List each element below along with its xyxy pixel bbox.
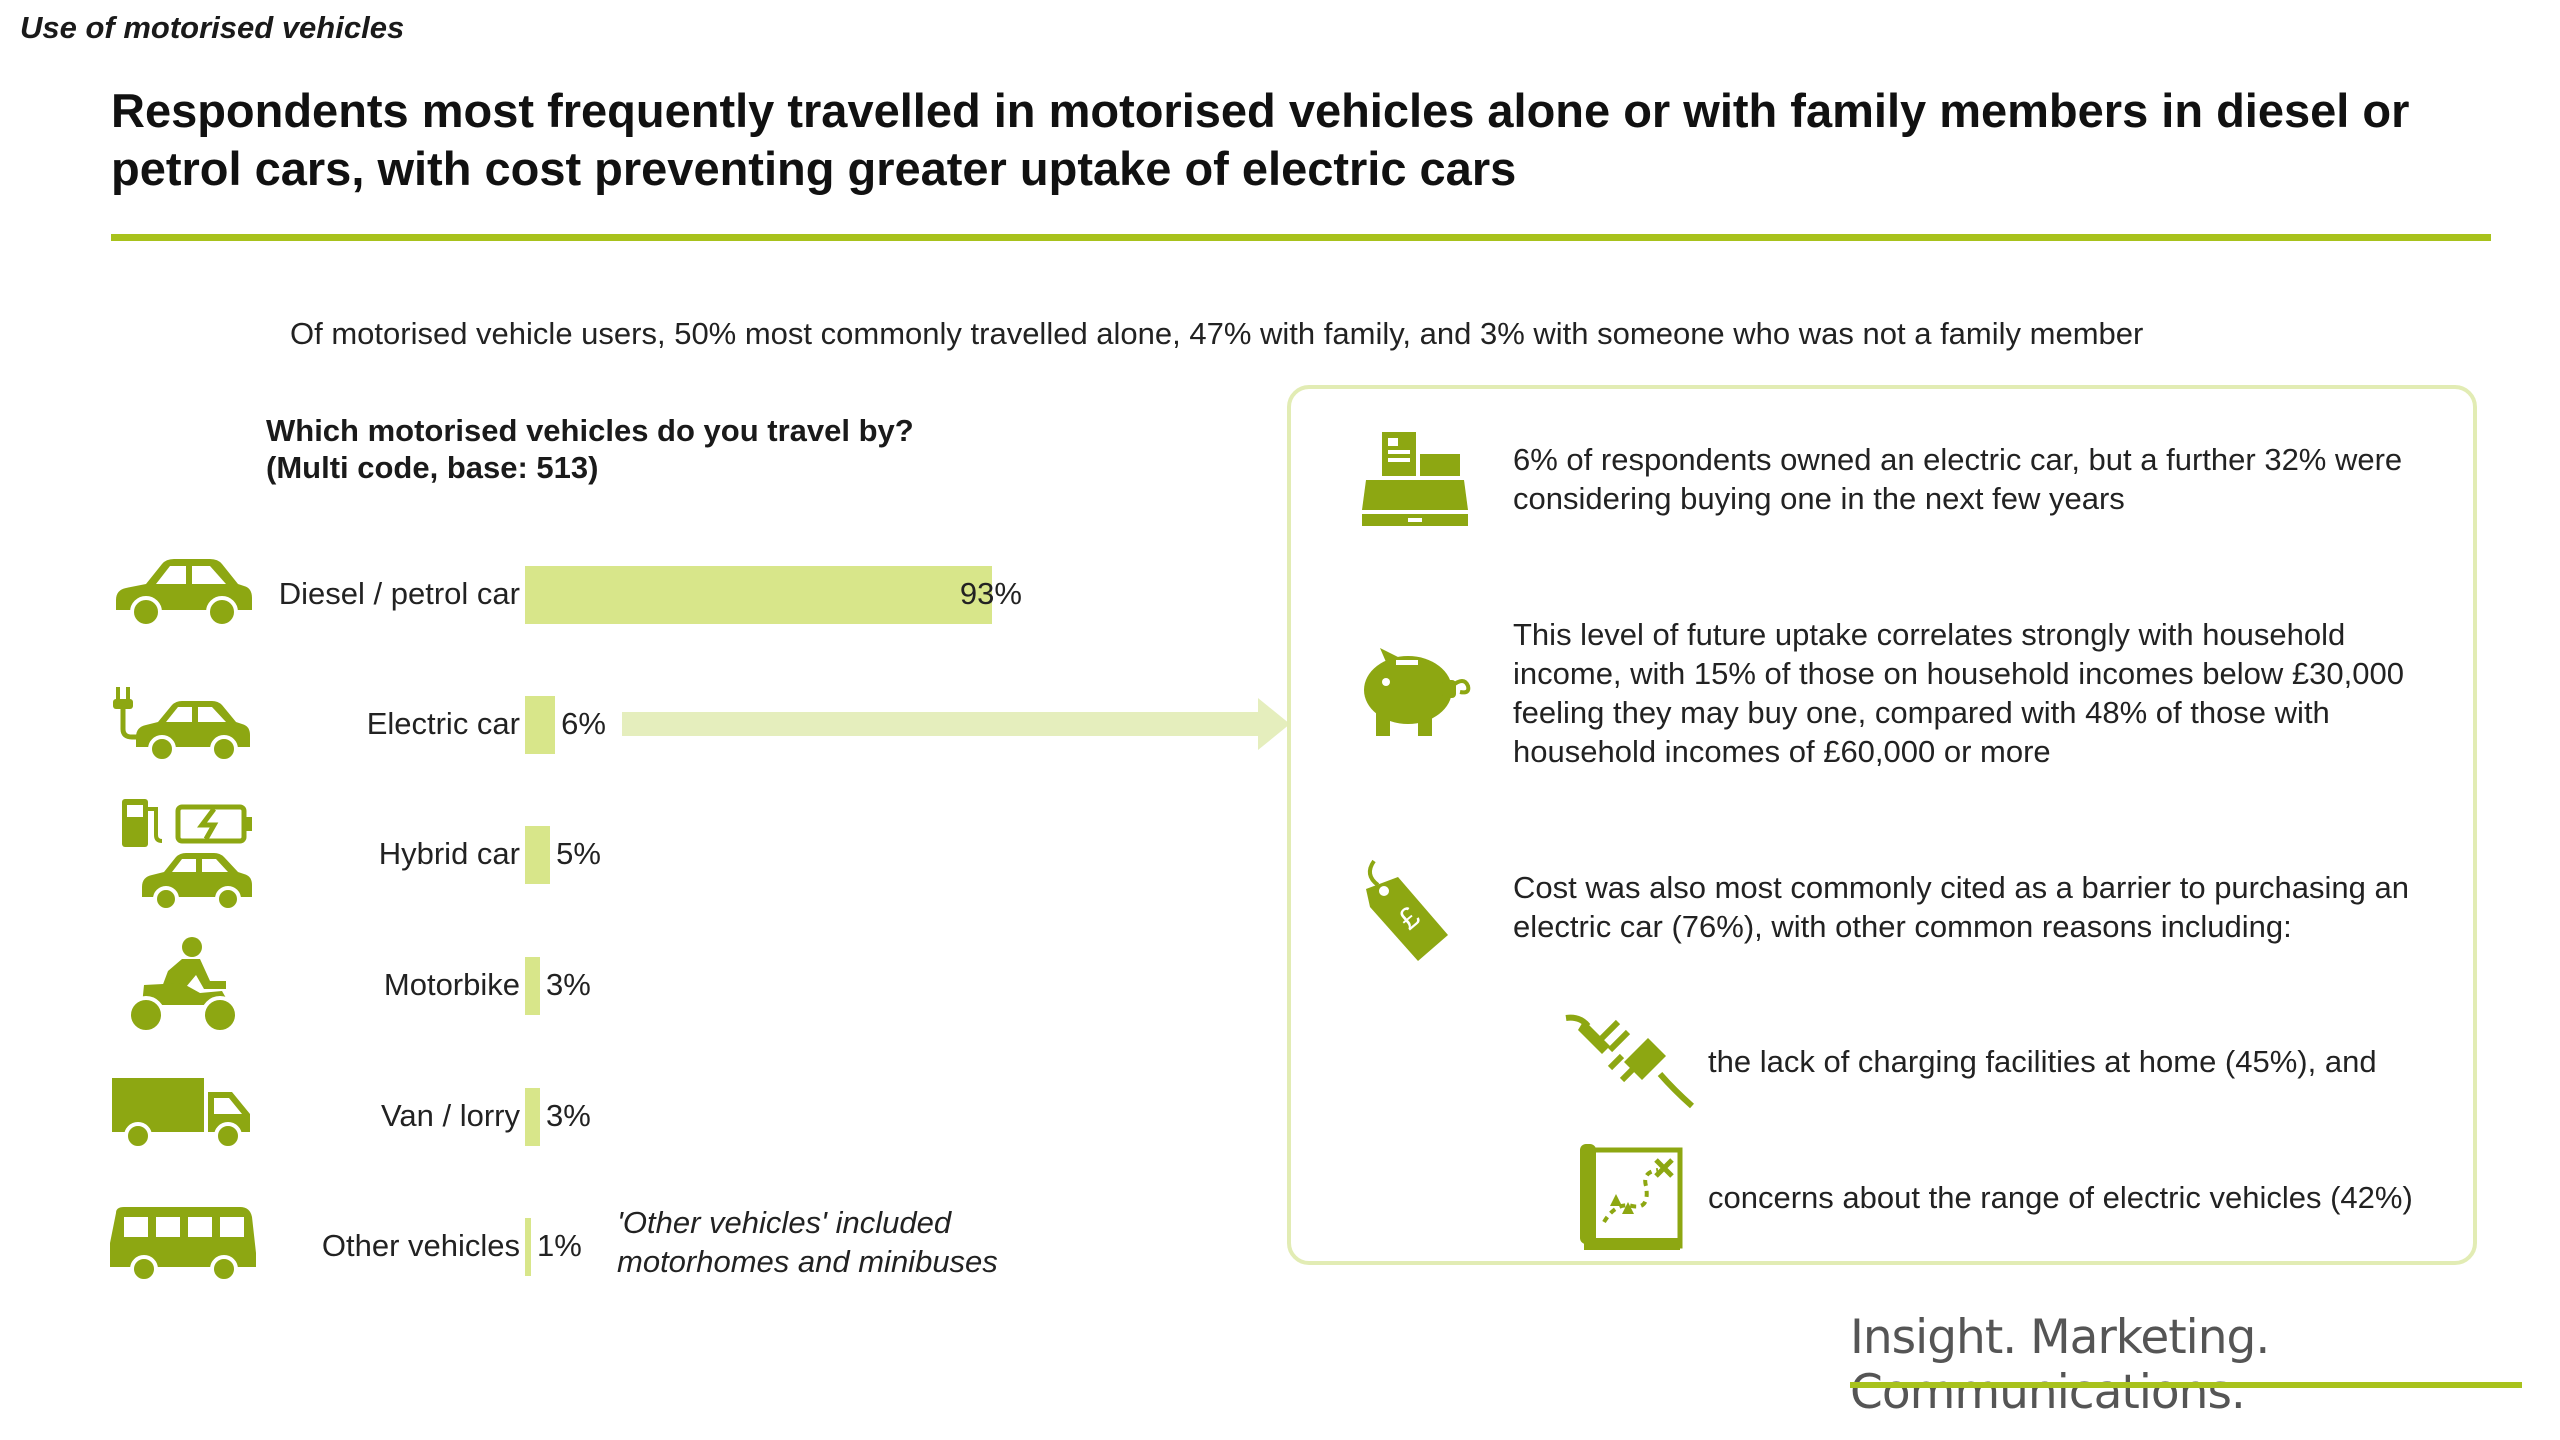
brand-tagline: Insight. Marketing. Communications. [1850, 1310, 2270, 1420]
map-icon [1576, 1142, 1686, 1254]
section-label: Use of motorised vehicles [20, 10, 405, 45]
insight-line: income, with 15% of those on household i… [1513, 656, 2404, 691]
reason-range: concerns about the range of electric veh… [1708, 1180, 2413, 1215]
insight-line: feeling they may buy one, compared with … [1513, 695, 2330, 730]
insight-line: 6% of respondents owned an electric car,… [1513, 442, 2403, 477]
insight-line: Cost was also most commonly cited as a b… [1513, 870, 2409, 905]
insights-panel [1287, 385, 2477, 1265]
insight-ev-ownership: 6% of respondents owned an electric car,… [1513, 440, 2453, 518]
insight-line: household incomes of £60,000 or more [1513, 734, 2051, 769]
bar [525, 566, 992, 624]
car-icon [110, 552, 255, 632]
price-tag-icon: £ [1356, 855, 1452, 965]
van-icon [110, 1074, 255, 1154]
bar-value-label: 1% [537, 1228, 582, 1263]
bar-category-label: Diesel / petrol car [278, 576, 520, 611]
piggy-bank-icon [1356, 648, 1472, 740]
bar-category-label: Motorbike [383, 967, 520, 1002]
page-title: Respondents most frequently travelled in… [111, 84, 2410, 195]
bar [525, 1218, 531, 1276]
bar-value-label: 5% [556, 836, 601, 871]
footer-divider [1850, 1382, 2522, 1388]
bar-value-label: 3% [546, 1098, 591, 1133]
insight-cost-barrier: Cost was also most commonly cited as a b… [1513, 868, 2453, 946]
summary-text: Of motorised vehicle users, 50% most com… [290, 316, 2144, 351]
chart-question: Which motorised vehicles do you travel b… [266, 412, 914, 486]
insight-line: considering buying one in the next few y… [1513, 481, 2125, 516]
bar-category-label: Van / lorry [381, 1098, 520, 1133]
bar [525, 1088, 541, 1146]
note-line-2: motorhomes and minibuses [617, 1244, 998, 1279]
bar-value-label: 6% [561, 706, 606, 741]
bar-value-label: 3% [546, 967, 591, 1002]
bar-value-label: 93% [959, 576, 1022, 611]
bar [525, 696, 556, 754]
bar-category-label: Hybrid car [378, 836, 520, 871]
question-line-1: Which motorised vehicles do you travel b… [266, 413, 914, 448]
note-line-1: 'Other vehicles' included [617, 1205, 952, 1240]
insight-line: electric car (76%), with other common re… [1513, 909, 2292, 944]
motorbike-icon [122, 935, 242, 1035]
insight-line: This level of future uptake correlates s… [1513, 617, 2346, 652]
reason-charging: the lack of charging facilities at home … [1708, 1044, 2377, 1079]
heading-divider [111, 234, 2491, 241]
other-vehicles-note: 'Other vehicles' included motorhomes and… [617, 1203, 998, 1281]
bar-category-label: Electric car [366, 706, 520, 741]
bar [525, 957, 541, 1015]
question-line-2: (Multi code, base: 513) [266, 450, 599, 485]
insight-income: This level of future uptake correlates s… [1513, 615, 2453, 771]
electric-car-icon [110, 685, 255, 765]
bar-category-label: Other vehicles [321, 1228, 520, 1263]
bar [525, 826, 551, 884]
connector-arrow [622, 696, 1292, 757]
minibus-icon [108, 1203, 258, 1285]
plug-icon [1564, 1010, 1694, 1110]
hybrid-car-icon [118, 795, 258, 910]
cash-register-icon [1360, 430, 1470, 528]
